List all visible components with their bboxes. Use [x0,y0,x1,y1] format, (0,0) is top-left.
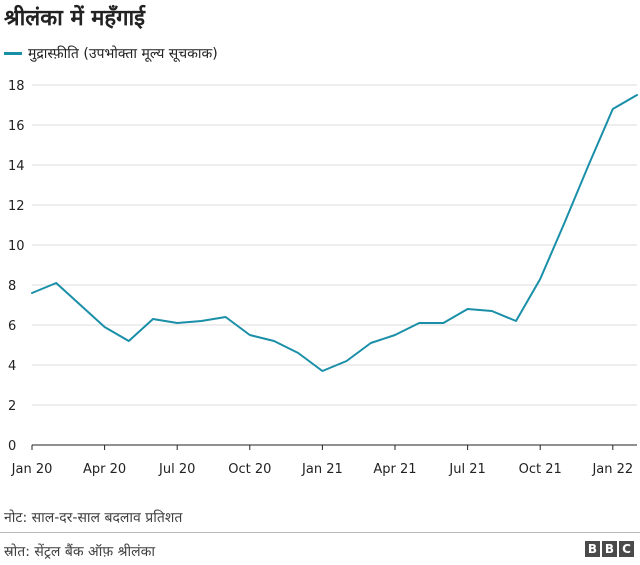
chart-title: श्रीलंका में महँगाई [4,6,145,31]
y-tick-label: 0 [8,439,16,454]
line-chart: 0 2 4 6 8 10 12 14 16 18 Jan 20 Apr 20 Jul 20 Oct 20 J… [8,79,640,477]
x-tick-label: Jul 20 [158,462,195,477]
legend-label: मुद्रास्फ़ीति (उपभोक्ता मूल्य सूचकाक) [28,46,218,62]
data-point [393,333,398,338]
x-tick-label: Jan 21 [301,462,343,477]
data-point [562,221,567,226]
y-tick-label: 16 [8,119,25,134]
x-tick-label: Apr 21 [373,462,416,477]
x-tick-label: Jul 21 [448,462,485,477]
y-tick-label: 6 [8,319,16,334]
x-tick-label: Jan 20 [11,462,53,477]
data-point [199,319,204,324]
data-point [296,351,301,356]
data-point [126,339,131,344]
data-point [465,307,470,312]
y-tick-label: 14 [8,159,25,174]
y-tick-label: 2 [8,399,16,414]
data-point [489,309,494,314]
data-point [635,93,640,98]
data-point [151,317,156,322]
data-point [538,277,543,282]
data-point [368,341,373,346]
legend-line-swatch [4,52,22,55]
data-point [78,303,83,308]
data-point [223,315,228,320]
data-point [272,339,277,344]
chart-source: स्रोत: सेंट्रल बैंक ऑफ़ श्रीलंका [4,544,156,560]
data-point [344,359,349,364]
footer-divider [0,532,640,533]
data-point [586,163,591,168]
data-point [30,291,35,296]
chart-legend: मुद्रास्फ़ीति (उपभोक्ता मूल्य सूचकाक) [4,44,218,63]
y-tick-label: 12 [8,199,25,214]
x-tick-label: Jan 22 [591,462,633,477]
series-line [31,94,638,372]
y-tick-label: 10 [8,239,25,254]
data-point [175,321,180,326]
data-point [441,321,446,326]
x-tick-label: Oct 21 [519,462,562,477]
y-tick-label: 4 [8,359,16,374]
y-tick-label: 18 [8,79,25,94]
bbc-logo-letter: B [602,541,617,557]
data-point [514,319,519,324]
bbc-logo-letter: C [619,541,634,557]
data-point [102,325,107,330]
data-point [320,369,325,374]
data-point [417,321,422,326]
x-tick-label: Oct 20 [228,462,271,477]
data-point [247,333,252,338]
data-point [54,281,59,286]
bbc-logo: B B C [585,541,634,557]
x-tick-label: Apr 20 [83,462,126,477]
y-tick-label: 8 [8,279,16,294]
data-point [610,107,615,112]
chart-note: नोट: साल-दर-साल बदलाव प्रतिशत [4,510,183,526]
bbc-logo-letter: B [585,541,600,557]
